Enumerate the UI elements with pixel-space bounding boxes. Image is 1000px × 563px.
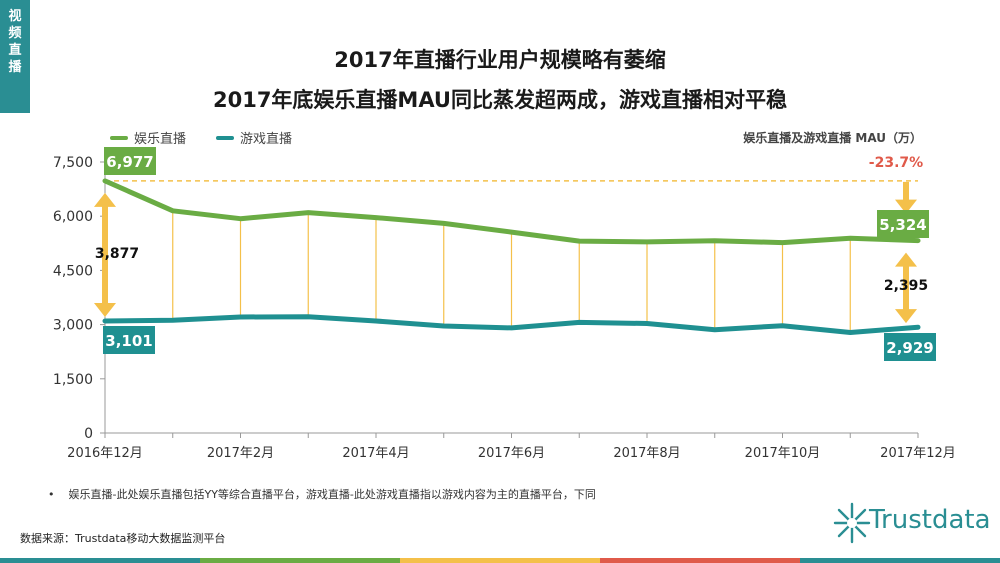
bottom-bar-segment xyxy=(600,558,800,563)
value-game-end-label: 2,929 xyxy=(886,339,933,357)
bottom-bar-segment xyxy=(200,558,400,563)
y-tick-label: 7,500 xyxy=(53,155,93,171)
section-tab-char: 视 xyxy=(8,9,22,24)
footnote-text: 娱乐直播-此处娱乐直播包括YY等综合直播平台，游戏直播-此处游戏直播指以游戏内容… xyxy=(68,488,596,501)
section-tab-char: 频 xyxy=(8,26,22,41)
section-tab: 视 频 直 播 xyxy=(0,0,30,113)
gap-arrow-start xyxy=(94,192,116,317)
legend-label-entertainment: 娱乐直播 xyxy=(134,132,187,147)
footnote-bullet: • xyxy=(48,488,55,501)
chart-subtitle: 2017年底娱乐直播MAU同比蒸发超两成，游戏直播相对平稳 xyxy=(212,88,787,112)
value-game-end-box xyxy=(884,333,936,361)
x-tick-label: 2017年12月 xyxy=(880,446,956,461)
legend: 娱乐直播 游戏直播 xyxy=(110,128,292,147)
footnote: • 娱乐直播-此处娱乐直播包括YY等综合直播平台，游戏直播-此处游戏直播指以游戏内… xyxy=(48,486,596,502)
unit-label: 娱乐直播及游戏直播 MAU（万） xyxy=(743,131,922,145)
x-tick-label: 2017年10月 xyxy=(745,446,821,461)
trustdata-logo-icon xyxy=(833,502,871,544)
decline-arrow xyxy=(895,181,917,214)
legend-item-gaming: 游戏直播 xyxy=(216,128,292,147)
series-line-gaming xyxy=(102,314,921,335)
series-line-entertainment xyxy=(102,178,921,246)
trustdata-logo: Trustdata xyxy=(832,500,992,546)
legend-swatch-entertainment xyxy=(110,135,128,140)
x-tick-label: 2017年8月 xyxy=(613,446,680,461)
y-tick-label: 6,000 xyxy=(53,209,93,225)
x-tick-label: 2016年12月 xyxy=(67,446,143,461)
legend-swatch-gaming xyxy=(216,135,235,140)
value-ent-end-label: 5,324 xyxy=(879,216,926,234)
gap-label-end: 2,395 xyxy=(884,278,928,294)
value-ent-end-box xyxy=(877,210,929,238)
y-tick-label: 3,000 xyxy=(53,318,93,334)
data-source: 数据来源：Trustdata移动大数据监测平台 xyxy=(20,532,226,545)
y-tick-label: 0 xyxy=(84,426,93,442)
bottom-bar-segment xyxy=(800,558,1000,563)
y-tick-label: 1,500 xyxy=(53,372,93,388)
value-ent-start-box xyxy=(104,147,156,175)
section-tab-char: 直 xyxy=(8,43,22,58)
chart-title: 2017年直播行业用户规模略有萎缩 xyxy=(334,48,666,72)
y-tick-label: 4,500 xyxy=(53,263,93,279)
gap-arrow-end xyxy=(895,252,917,324)
value-game-start-label: 3,101 xyxy=(105,332,152,350)
decline-label: -23.7% xyxy=(869,155,923,171)
bottom-color-bar xyxy=(0,558,1000,563)
gap-label-start: 3,877 xyxy=(95,246,139,262)
logo-text: Trustdata xyxy=(869,505,991,535)
legend-item-entertainment: 娱乐直播 xyxy=(110,128,186,147)
legend-label-gaming: 游戏直播 xyxy=(240,132,293,147)
x-tick-label: 2017年6月 xyxy=(478,446,545,461)
x-tick-label: 2017年2月 xyxy=(207,446,274,461)
value-game-start-box xyxy=(103,326,155,354)
value-ent-start-label: 6,977 xyxy=(106,153,153,171)
x-tick-label: 2017年4月 xyxy=(342,446,409,461)
bottom-bar-segment xyxy=(400,558,600,563)
section-tab-char: 播 xyxy=(8,60,22,75)
bottom-bar-segment xyxy=(0,558,200,563)
